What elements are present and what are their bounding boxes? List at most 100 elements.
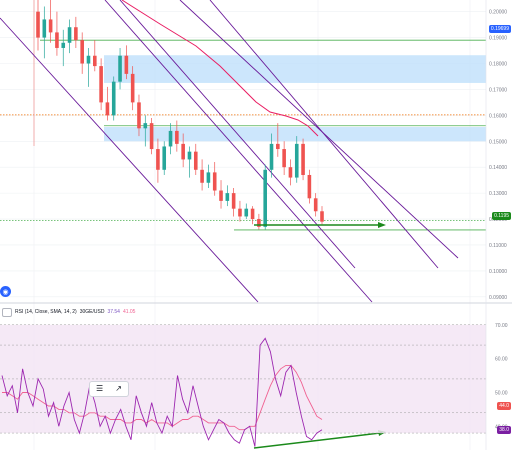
price-tick-label: 0.11000: [489, 243, 507, 249]
candle-body: [250, 208, 255, 220]
support-zone: [104, 55, 486, 83]
candle-body: [86, 55, 91, 64]
price-axis: 0.20000 0.19000 0.18000 0.17000 0.16000 0.150…: [485, 0, 507, 450]
candle-body: [307, 174, 312, 199]
candle-body: [320, 211, 324, 222]
rsi-tick-label: 70.00: [495, 323, 508, 329]
candle-body: [99, 66, 103, 103]
candle-body: [80, 40, 84, 64]
candle-body: [206, 172, 211, 183]
channel-lines: [0, 0, 459, 303]
globe-icon[interactable]: ◉: [0, 286, 11, 297]
rsi-tag-lower-value: 38.0: [499, 427, 509, 433]
candle-body: [219, 190, 223, 201]
candle-body: [288, 167, 293, 178]
lines-icon[interactable]: ☰: [96, 384, 104, 393]
price-tick-label: 0.16000: [489, 113, 507, 119]
price-tick-label: 0.18000: [489, 62, 507, 68]
price-tick-label: 0.17000: [489, 87, 507, 93]
candle-body: [187, 151, 192, 160]
last-price-tag: 0.19699: [488, 25, 511, 33]
eye-icon[interactable]: [2, 307, 12, 317]
candle-body: [257, 219, 261, 227]
channel-line: [0, 17, 259, 303]
arrow-head-main: [378, 222, 386, 228]
rsi-tick-label: 50.00: [495, 390, 508, 396]
candle-body: [200, 169, 204, 183]
support-zone: [104, 127, 486, 142]
drawing-toolbar: ☰ ↗: [89, 381, 129, 397]
candle-body: [231, 193, 236, 209]
price-tick-label: 0.15000: [489, 139, 507, 145]
candle-body: [168, 130, 173, 147]
candle-body: [55, 32, 59, 48]
candle-body: [48, 19, 53, 33]
candle-body: [93, 55, 97, 67]
candle-body: [282, 149, 286, 168]
rsi-ma-line: [2, 364, 323, 431]
channel-line: [179, 0, 459, 259]
candle-body: [143, 123, 148, 129]
candle-body: [137, 102, 141, 129]
candle-body: [238, 208, 242, 217]
price-tick-label: 0.09000: [489, 295, 507, 301]
candle-body: [156, 149, 160, 170]
candles: [36, 0, 324, 230]
candle-body: [130, 73, 135, 103]
price-tick-label: 0.14000: [489, 165, 507, 171]
rsi-tag-upper: 44.0: [497, 402, 511, 410]
rsi-tag-upper-value: 44.0: [499, 403, 509, 409]
channel-line: [119, 0, 356, 269]
candle-body: [105, 102, 110, 116]
candle-body: [225, 193, 230, 201]
rsi-legend: RSI (14, Close, SMA, 14, 2) 30GE/USD 37.…: [2, 306, 135, 318]
candle-body: [212, 172, 217, 191]
candle-body: [36, 11, 40, 38]
candle-body: [263, 169, 267, 227]
price-tick-label: 0.10000: [489, 269, 507, 275]
trend-arrow-rsi: [253, 432, 381, 449]
rsi-legend-value: 37.54: [107, 309, 120, 315]
moving-average: [121, 0, 319, 137]
channel-line: [104, 0, 373, 303]
price-zones: [104, 55, 486, 142]
price-tick-label: 0.19000: [489, 36, 507, 42]
candle-body: [67, 27, 72, 43]
candle-body: [124, 55, 129, 74]
price-tick-label: 0.12000: [489, 217, 507, 223]
price-tick-label: 0.20000: [489, 10, 507, 16]
rsi-tag-lower: 38.0: [497, 426, 511, 434]
candle-body: [149, 123, 154, 150]
candle-body: [74, 27, 78, 41]
arrow-icon[interactable]: ↗: [115, 384, 122, 393]
candle-body: [269, 143, 274, 170]
rsi-line: [1, 337, 323, 447]
rsi-legend-ma-value: 41.05: [122, 309, 136, 315]
candle-body: [276, 143, 280, 150]
candle-body: [175, 130, 179, 144]
channel-line: [209, 0, 439, 269]
candle-body: [61, 42, 66, 48]
last-price-value: 0.19699: [490, 26, 509, 32]
candle-body: [42, 19, 47, 38]
horizontal-levels: [0, 0, 486, 231]
candle-body: [111, 81, 116, 116]
current-price-tag: 0.1195: [492, 212, 511, 220]
candle-body: [301, 143, 305, 175]
price-tick-label: 0.13000: [489, 191, 507, 197]
rsi-legend-source: 30GE/USD: [79, 309, 105, 315]
candle-body: [313, 198, 318, 212]
candle-body: [162, 146, 167, 170]
candle-body: [294, 143, 299, 178]
candle-body: [118, 55, 122, 82]
candle-body: [181, 143, 185, 160]
candle-body: [244, 208, 249, 217]
rsi-tick-label: 60.00: [495, 357, 508, 363]
sma-line: [121, 0, 319, 137]
current-price-value: 0.1195: [494, 213, 509, 219]
rsi-legend-label: RSI (14, Close, SMA, 14, 2): [15, 309, 77, 315]
candle-body: [193, 151, 198, 170]
